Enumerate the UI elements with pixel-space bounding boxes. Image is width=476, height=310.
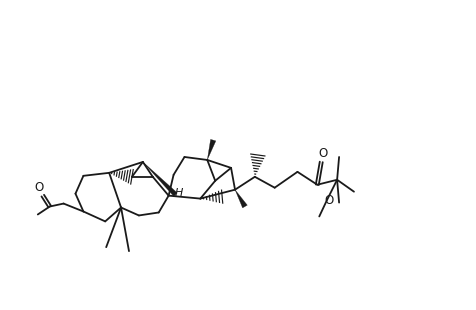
Polygon shape	[143, 162, 177, 197]
Text: H: H	[174, 188, 182, 198]
Polygon shape	[207, 140, 215, 160]
Text: O: O	[318, 147, 327, 160]
Text: O: O	[324, 194, 333, 207]
Text: O: O	[34, 181, 43, 194]
Polygon shape	[235, 190, 247, 208]
